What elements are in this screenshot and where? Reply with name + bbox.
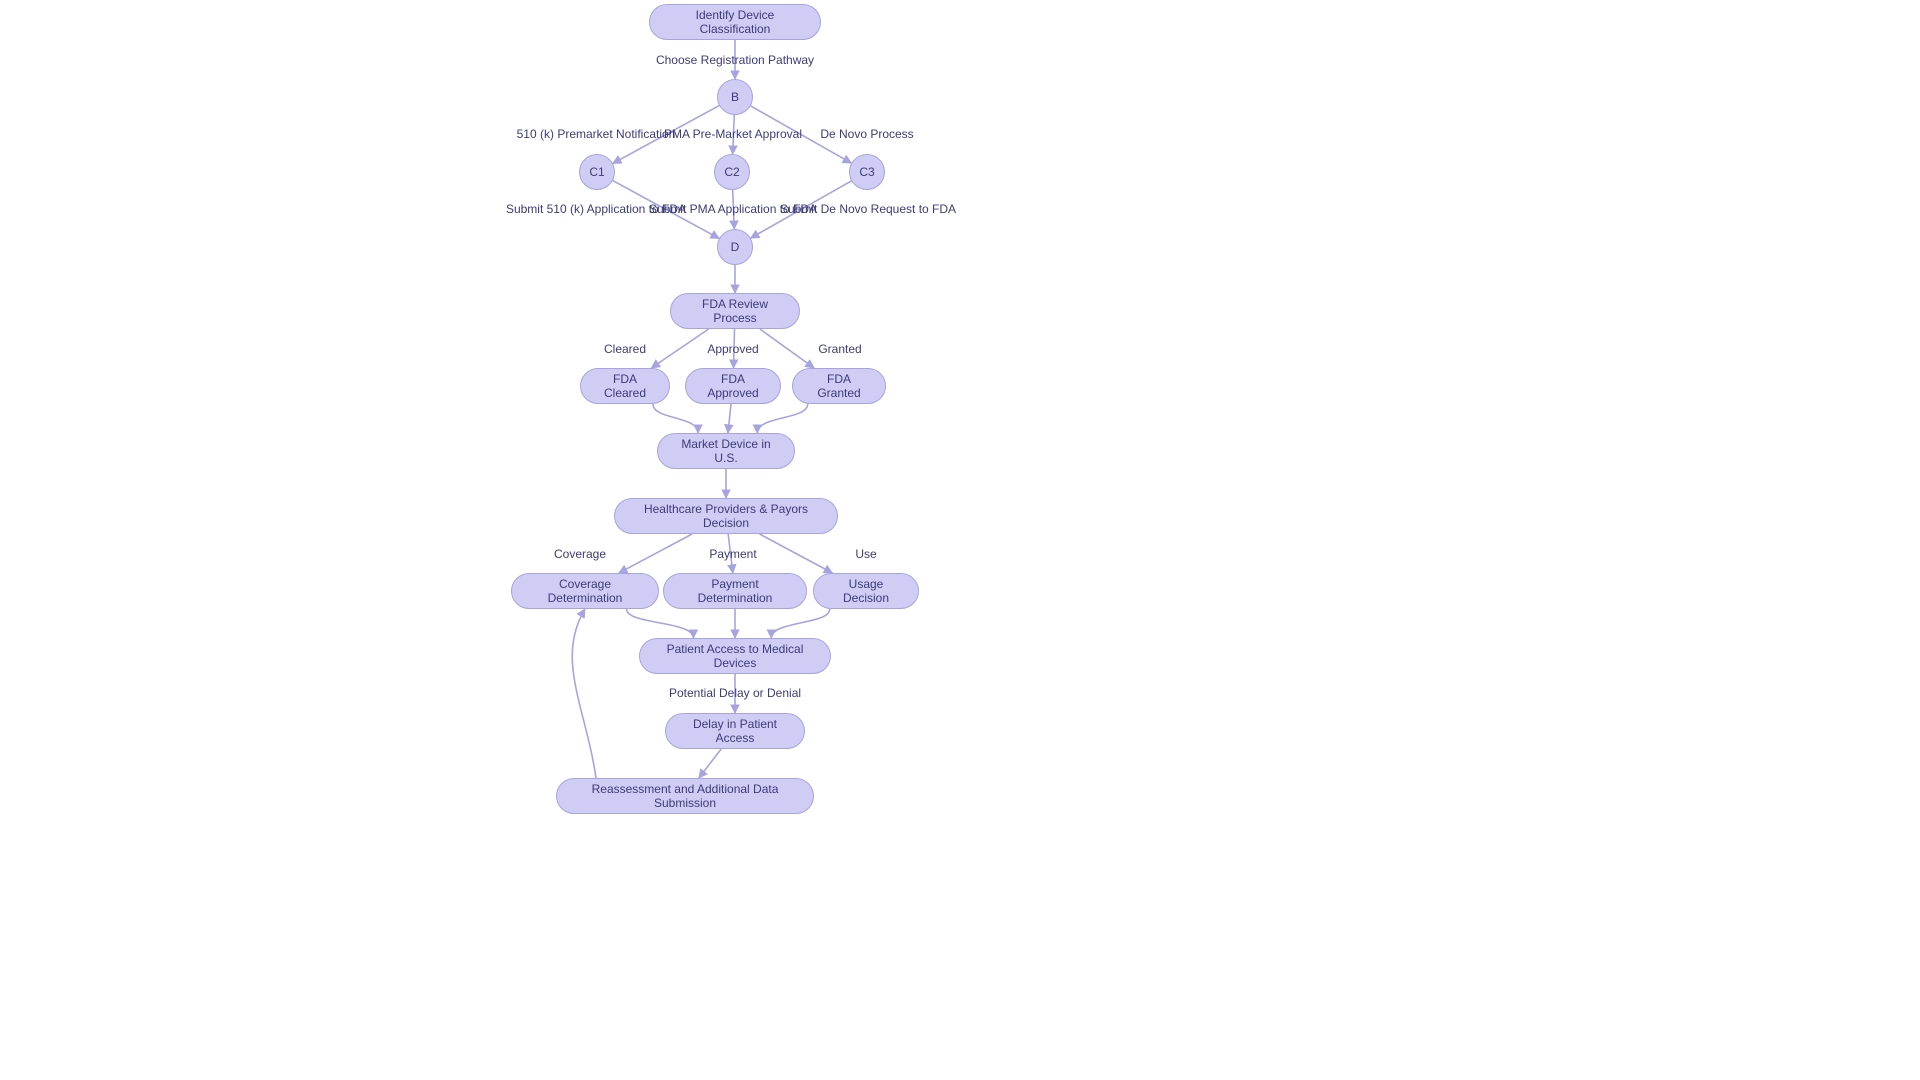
edge-F3-G: [757, 404, 807, 433]
node-i2: Payment Determination: [663, 573, 807, 609]
edge-H-I3: [760, 534, 833, 573]
node-c3: C3: [849, 154, 885, 190]
edge-label-H-I2: Payment: [707, 547, 758, 561]
edge-label-H-I3: Use: [853, 547, 878, 561]
node-k: Delay in Patient Access: [665, 713, 805, 749]
node-j: Patient Access to Medical Devices: [639, 638, 831, 674]
node-d: D: [717, 229, 753, 265]
edge-label-A-B: Choose Registration Pathway: [654, 53, 816, 67]
edge-label-E-F1: Cleared: [602, 342, 648, 356]
edge-E-F3: [760, 329, 814, 368]
edge-I3-J: [771, 609, 829, 638]
edge-label-E-F2: Approved: [705, 342, 760, 356]
flowchart-canvas: Identify Device Classification B C1 C2 C3 D FD…: [0, 0, 1920, 1080]
edge-label-C3-D: Submit De Novo Request to FDA: [778, 202, 958, 216]
edge-L-I1: [572, 609, 596, 778]
node-i3: Usage Decision: [813, 573, 919, 609]
edge-label-B-C3: De Novo Process: [818, 127, 915, 141]
node-h: Healthcare Providers & Payors Decision: [614, 498, 838, 534]
edges-layer: [0, 0, 1920, 1080]
node-f2: FDA Approved: [685, 368, 781, 404]
edge-label-B-C1: 510 (k) Premarket Notification: [515, 127, 678, 141]
node-l: Reassessment and Additional Data Submiss…: [556, 778, 814, 814]
node-f1: FDA Cleared: [580, 368, 670, 404]
edge-F1-G: [653, 404, 698, 433]
node-e: FDA Review Process: [670, 293, 800, 329]
node-c2: C2: [714, 154, 750, 190]
edge-label-B-C2: PMA Pre-Market Approval: [662, 127, 804, 141]
edge-E-F1: [651, 329, 708, 368]
edge-label-E-F3: Granted: [816, 342, 863, 356]
node-i1: Coverage Determination: [511, 573, 659, 609]
edge-K-L: [699, 749, 721, 778]
node-f3: FDA Granted: [792, 368, 886, 404]
edge-H-I1: [619, 534, 692, 573]
node-b: B: [717, 79, 753, 115]
node-a: Identify Device Classification: [649, 4, 821, 40]
edge-I1-J: [627, 609, 694, 638]
node-g: Market Device in U.S.: [657, 433, 795, 469]
node-c1: C1: [579, 154, 615, 190]
edge-label-J-K: Potential Delay or Denial: [667, 686, 803, 700]
edge-F2-G: [728, 404, 731, 433]
edge-label-H-I1: Coverage: [552, 547, 608, 561]
